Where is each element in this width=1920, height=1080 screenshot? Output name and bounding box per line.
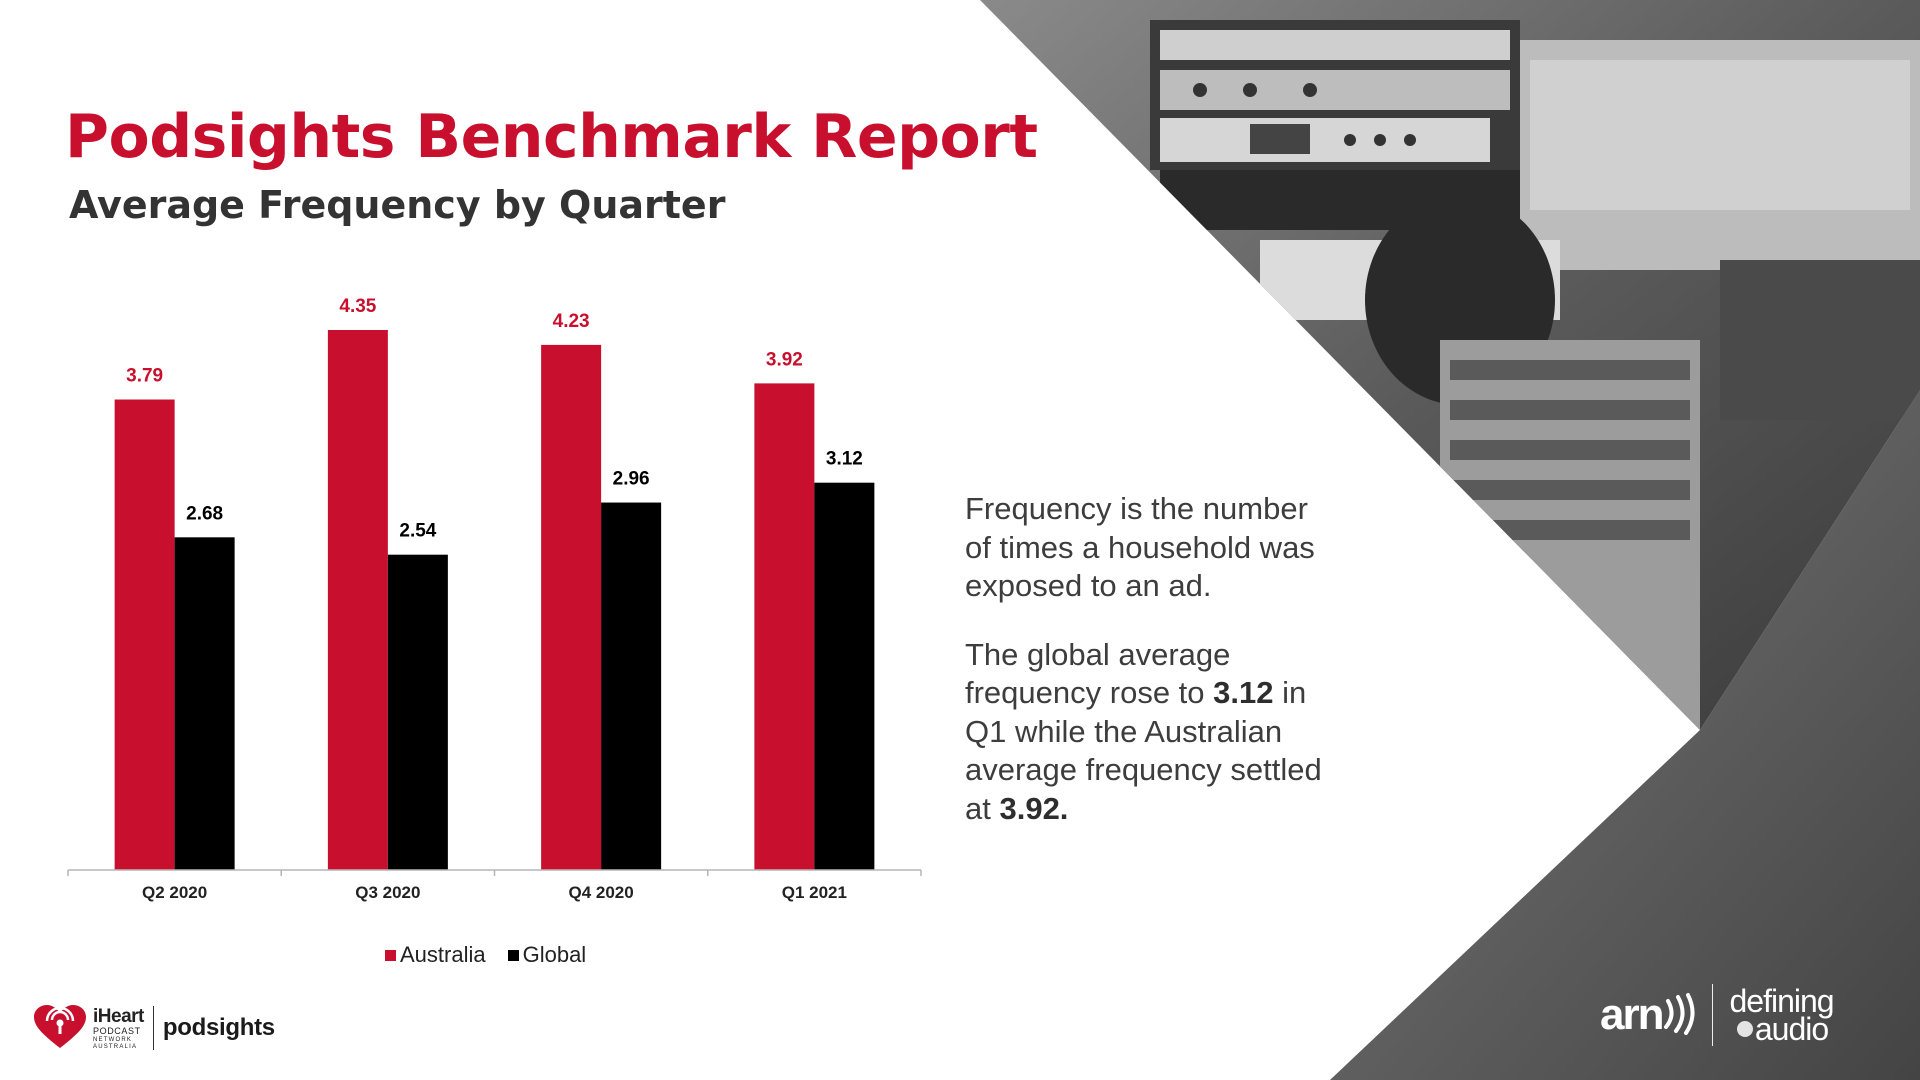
x-tick-label-q1-2021: Q1 2021 [782,883,847,902]
chart-bars [114,330,875,870]
data-label-global-q1-2021: 3.12 [826,449,863,470]
legend-swatch-global [507,949,519,961]
bar-global-q4-2020 [601,502,662,870]
legend-item-global: Global [507,942,587,968]
audio-bubble-icon [1736,1021,1753,1037]
bar-global-q2-2020 [174,537,235,870]
legend-label-global: Global [522,942,587,967]
data-label-australia-q3-2020: 4.35 [339,296,376,317]
bar-global-q3-2020 [387,554,448,870]
podsights-logo: podsights [162,1014,275,1041]
iheart-wordmark: iHeart PODCAST NETWORK AUSTRALIA [93,1007,144,1050]
footer-divider-right [1712,984,1714,1046]
page-subtitle: Average Frequency by Quarter [69,183,726,227]
footer-logos-left: iHeart PODCAST NETWORK AUSTRALIA podsigh… [32,1000,275,1056]
body-highlight-australia: 3.92. [999,790,1069,826]
data-label-australia-q2-2020: 3.79 [126,366,163,387]
page-title: Podsights Benchmark Report [65,102,1038,172]
iheart-sub3: AUSTRALIA [93,1043,138,1050]
body-paragraph-2: The global average frequency rose to 3.1… [965,636,1325,829]
chart-data-labels: 3.79 2.68 4.35 2.54 4.23 2.96 3.92 3.12 [126,296,863,542]
body-text-part: The global average frequency rose to [965,636,1231,711]
body-paragraph-1: Frequency is the number of times a house… [965,491,1315,603]
bar-global-q1-2021 [814,482,875,870]
body-text-part: in Q1 while the Australian average frequ… [965,675,1322,826]
arn-logo: arn [1600,990,1696,1040]
iheart-sub: PODCAST [93,1025,141,1036]
arn-waves-icon [1664,993,1695,1035]
footer-logos-right: arn defining audio [1600,975,1835,1055]
bar-australia-q4-2020 [541,344,602,870]
iheart-logo-icon [34,1005,86,1048]
data-label-global-q2-2020: 2.68 [186,503,223,524]
data-label-global-q3-2020: 2.54 [399,521,436,542]
legend-swatch-australia [385,949,396,961]
audio-word: audio [1754,1011,1829,1047]
bar-chart: 3.79 2.68 4.35 2.54 4.23 2.96 3.92 3.12 Q2 2020… [67,296,922,902]
bar-australia-q1-2021 [754,383,815,870]
footer-divider-left [152,1006,154,1050]
iheart-brand: iHeart [93,1005,144,1027]
data-label-australia-q1-2021: 3.92 [766,349,803,370]
audio-line: audio [1735,1011,1829,1047]
defining-audio-logo: defining audio [1729,983,1834,1047]
chart-legend: Australia Global [385,942,586,968]
legend-item-australia: Australia [385,942,486,968]
defining-word: defining [1729,983,1834,1019]
x-axis-tick-labels: Q2 2020 Q3 2020 Q4 2020 Q1 2021 [142,883,847,902]
arn-wordmark: arn [1600,990,1665,1039]
data-label-global-q4-2020: 2.96 [613,469,650,490]
iheart-sub2: NETWORK [93,1036,133,1043]
body-highlight-global: 3.12 [1213,675,1274,710]
x-tick-label-q2-2020: Q2 2020 [142,883,207,902]
bar-australia-q2-2020 [114,399,175,870]
x-tick-label-q4-2020: Q4 2020 [569,883,634,902]
legend-label-australia: Australia [400,942,486,967]
data-label-australia-q4-2020: 4.23 [553,311,590,332]
bar-australia-q3-2020 [327,330,388,870]
x-axis-ticks [67,870,922,876]
x-tick-label-q3-2020: Q3 2020 [355,883,420,902]
body-text: Frequency is the number of times a house… [965,490,1325,858]
